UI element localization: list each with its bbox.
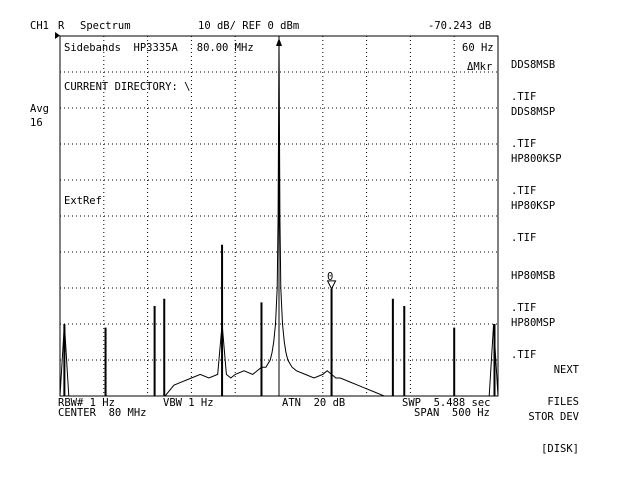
active-trace-arrow-icon — [55, 32, 60, 39]
softkey-sublabel: .TIF — [511, 184, 537, 197]
softkey-sublabel: .TIF — [511, 231, 537, 244]
center-frequency: CENTER 80 MHz — [58, 407, 147, 419]
softkey-sublabel: FILES — [547, 395, 579, 408]
softkey-hp800ksp[interactable]: HP800KSP .TIF — [511, 133, 562, 207]
spectrum-trace — [59, 35, 499, 397]
extref-label: ExtRef — [64, 195, 102, 207]
attenuation-label: ATN 20 dB — [282, 397, 346, 409]
span-label: SPAN 500 Hz — [414, 407, 490, 419]
softkey-label: NEXT — [553, 364, 579, 376]
center-marker-arrow-icon — [276, 38, 282, 46]
softkey-next-files[interactable]: NEXT FILES — [547, 344, 579, 418]
softkey-sublabel: .TIF — [511, 90, 537, 103]
avg-label: Avg — [30, 103, 49, 115]
marker-frequency: 60 Hz — [462, 42, 494, 54]
trace-label: R — [58, 20, 65, 32]
scale-label: 10 dB/ REF 0 dBm — [198, 20, 300, 32]
softkey-dds8msb[interactable]: DDS8MSB .TIF — [511, 39, 555, 113]
rbw-label: RBW# 1 Hz — [58, 397, 115, 409]
softkey-label: HP80KSP — [511, 200, 556, 212]
current-directory: CURRENT DIRECTORY: \ — [64, 81, 191, 93]
softkey-label: HP80MSB — [511, 270, 556, 282]
softkey-label: DDS8MSB — [511, 59, 556, 71]
softkey-label: DDS8MSP — [511, 106, 556, 118]
delta-marker-label: ΔMkr — [467, 61, 493, 73]
marker-triangle-icon — [326, 280, 337, 290]
softkey-sublabel: .TIF — [511, 137, 537, 150]
softkey-hp80msb[interactable]: HP80MSB .TIF — [511, 250, 555, 324]
softkey-hp80msp[interactable]: HP80MSP .TIF — [511, 297, 555, 371]
mode-label: Spectrum — [80, 20, 131, 32]
sweep-time: SWP 5.488 sec — [402, 397, 491, 409]
vbw-label: VBW 1 Hz — [163, 397, 214, 409]
softkey-sublabel: .TIF — [511, 301, 537, 314]
marker-readout: -70.243 dB — [428, 20, 492, 32]
softkey-sublabel: [DISK] — [541, 442, 579, 455]
softkey-stor-dev[interactable]: STOR DEV [DISK] — [528, 391, 579, 465]
avg-count: 16 — [30, 117, 43, 129]
softkey-dds8msp[interactable]: DDS8MSP .TIF — [511, 86, 555, 160]
trace-title: Sidebands HP3335A 80.00 MHz — [64, 42, 254, 54]
channel-label: CH1 — [30, 20, 49, 32]
softkey-label: HP80MSP — [511, 317, 556, 329]
marker-id: 0 — [327, 271, 334, 283]
softkey-label: HP800KSP — [511, 153, 562, 165]
softkey-label: STOR DEV — [528, 411, 579, 423]
softkey-hp80ksp[interactable]: HP80KSP .TIF — [511, 180, 555, 254]
softkey-sublabel: .TIF — [511, 348, 537, 361]
spur-lines — [63, 244, 496, 396]
